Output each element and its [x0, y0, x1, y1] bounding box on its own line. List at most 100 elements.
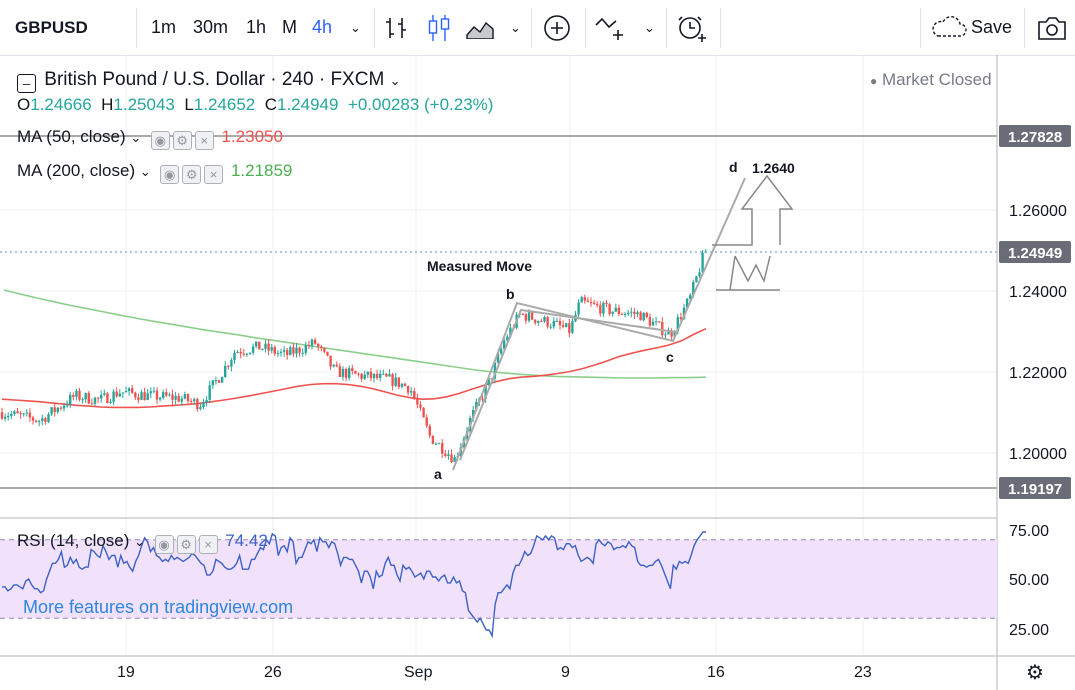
area-chart-icon[interactable] [465, 15, 495, 39]
camera-icon[interactable] [1036, 14, 1068, 42]
promo-link[interactable]: More features on tradingview.com [23, 597, 294, 617]
candle-body [16, 411, 19, 414]
candle-body [549, 326, 552, 328]
candle-body [279, 351, 283, 353]
eye-icon[interactable]: ◉ [150, 131, 170, 150]
rsi-legend[interactable]: RSI (14, close) ⌄ ◉ ⚙ × 74.42 [17, 531, 268, 554]
gear-icon[interactable]: ⚙ [176, 535, 196, 554]
support-price-label: 1.19197 [1008, 481, 1062, 498]
candle-body [472, 409, 475, 419]
candle-body [180, 398, 183, 402]
chart-type-dropdown-icon[interactable]: ⌄ [510, 20, 521, 35]
collapse-legend-icon[interactable]: – [17, 74, 36, 93]
symbol-dropdown-icon[interactable]: ⌄ [389, 73, 401, 88]
candle-body [363, 374, 366, 379]
ma200-dropdown-icon[interactable]: ⌄ [139, 164, 151, 179]
close-icon[interactable]: × [198, 535, 218, 554]
candle-body [394, 377, 397, 386]
high-value: 1.25043 [113, 95, 175, 114]
candle-body [199, 407, 202, 410]
candle-body [431, 435, 435, 444]
candle-body [65, 404, 69, 406]
rsi-dropdown-icon[interactable]: ⌄ [134, 534, 146, 549]
symbol-search[interactable]: GBPUSD [15, 18, 88, 37]
candle-body [165, 392, 168, 396]
gear-icon[interactable]: ⚙ [182, 165, 202, 184]
cloud-icon[interactable] [930, 16, 968, 40]
eye-icon[interactable]: ◉ [160, 165, 180, 184]
candle-body [56, 407, 59, 413]
ohlc-row: O1.24666 H1.25043 L1.24652 C1.24949 +0.0… [17, 95, 493, 115]
candle-body [645, 312, 648, 318]
close-value: 1.24949 [276, 95, 339, 114]
candle-body [685, 298, 689, 308]
interval-m[interactable]: M [282, 17, 297, 37]
measured-move-path [452, 177, 746, 471]
eye-icon[interactable]: ◉ [154, 535, 174, 554]
candle-body [592, 302, 596, 304]
candle-body [298, 347, 301, 353]
candle-body [286, 350, 289, 356]
candle-body [341, 368, 345, 377]
candle-body [521, 313, 524, 315]
interval-1m[interactable]: 1m [151, 17, 177, 37]
interval-1h[interactable]: 1h [246, 17, 267, 37]
candle-body [28, 412, 32, 418]
candle-body [506, 336, 509, 341]
interval-dropdown-icon[interactable]: ⌄ [350, 20, 361, 35]
candle-body [193, 399, 196, 402]
rsi-tick-label: 50.00 [1009, 572, 1049, 589]
candle-body [44, 418, 47, 423]
alert-icon[interactable] [676, 12, 710, 44]
candle-body [682, 307, 686, 320]
candle-body [214, 380, 218, 382]
gear-icon[interactable]: ⚙ [172, 131, 192, 150]
base-pattern [716, 255, 780, 291]
change-value: +0.00283 (+0.23%) [347, 95, 494, 114]
chart-settings-icon[interactable]: ⚙ [1026, 660, 1044, 684]
candle-body [152, 390, 156, 392]
add-indicator-icon[interactable] [542, 13, 572, 43]
resistance-price-label-box [999, 125, 1071, 147]
candle-body [351, 368, 354, 371]
candle-body [41, 418, 44, 422]
candle-body [335, 364, 338, 367]
candle-body [208, 385, 211, 400]
candle-body [19, 413, 22, 415]
rsi-tick-label: 75.00 [1009, 523, 1049, 540]
candle-body [617, 307, 621, 314]
ma50-label: MA (50, close) [17, 127, 126, 146]
candle-body [143, 392, 146, 400]
interval-4h[interactable]: 4h [312, 17, 333, 37]
candle-body [605, 302, 608, 305]
close-icon[interactable]: × [204, 165, 224, 184]
ma200-label: MA (200, close) [17, 161, 136, 180]
bar-style-icon[interactable] [384, 15, 412, 41]
candle-body [158, 397, 162, 400]
candle-body [146, 393, 149, 400]
candle-body [670, 331, 673, 337]
candle-body [90, 403, 94, 405]
save-button[interactable]: Save [971, 17, 1013, 37]
candles-icon[interactable] [426, 13, 452, 43]
interval-30m[interactable]: 30m [193, 17, 229, 37]
candle-body [186, 394, 190, 402]
ma200-legend[interactable]: MA (200, close) ⌄ ◉ ⚙ × 1.21859 [17, 161, 292, 184]
candle-body [654, 321, 658, 323]
compare-icon[interactable] [594, 13, 628, 43]
candle-body [360, 373, 363, 379]
close-icon[interactable]: × [194, 131, 214, 150]
candle-body [78, 390, 81, 400]
candle-body [558, 320, 562, 326]
ma50-dropdown-icon[interactable]: ⌄ [130, 130, 142, 145]
candle-body [571, 321, 574, 333]
candle-body [599, 305, 602, 314]
candle-body [134, 392, 137, 398]
compare-dropdown-icon[interactable]: ⌄ [644, 20, 655, 35]
candle-body [168, 394, 171, 396]
candle-body [124, 391, 128, 393]
candle-body [137, 397, 140, 400]
chart-canvas[interactable]: Measured Move a b c d 1.2640 1.26000 1.24000 1.2… [0, 55, 1075, 690]
point-c-label: c [666, 349, 674, 365]
ma50-legend[interactable]: MA (50, close) ⌄ ◉ ⚙ × 1.23050 [17, 127, 283, 150]
